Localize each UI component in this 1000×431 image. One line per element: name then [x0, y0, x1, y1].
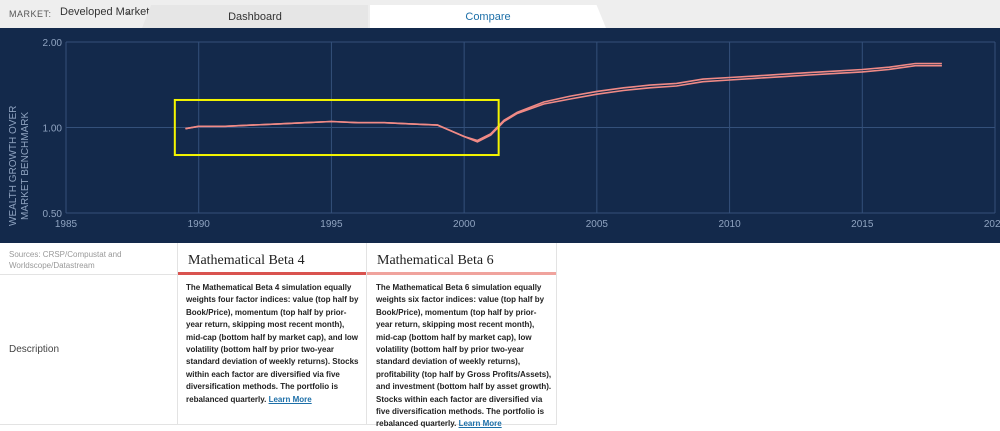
x-tick-label: 2020 — [984, 219, 1000, 230]
tab-dashboard[interactable]: Dashboard — [142, 5, 368, 28]
highlight-box — [173, 98, 500, 157]
description-text: The Mathematical Beta 6 simulation equal… — [376, 283, 552, 429]
y-tick-label: 0.50 — [43, 209, 63, 220]
x-tick-label: 2005 — [586, 219, 609, 230]
column-header-beta4: Mathematical Beta 4 — [178, 243, 366, 275]
row-label-description: Description — [9, 344, 60, 355]
column-divider — [177, 243, 178, 425]
series-line-1 — [185, 64, 942, 143]
description-text: The Mathematical Beta 4 simulation equal… — [186, 283, 359, 404]
row-divider — [0, 274, 178, 275]
sources-note: Sources: CRSP/Compustat and Worldscope/D… — [9, 250, 122, 270]
x-tick-label: 2015 — [851, 219, 874, 230]
y-axis-label: WEALTH GROWTH OVER MARKET BENCHMARK — [8, 105, 31, 226]
market-label: MARKET: — [9, 9, 52, 19]
x-tick-label: 2010 — [718, 219, 741, 230]
market-selector[interactable]: Developed Markets — [60, 6, 155, 18]
y-tick-label: 1.00 — [43, 124, 63, 135]
column-divider — [556, 243, 557, 425]
x-tick-label: 1995 — [320, 219, 343, 230]
description-beta6: The Mathematical Beta 6 simulation equal… — [376, 282, 552, 431]
learn-more-link[interactable]: Learn More — [268, 394, 312, 404]
y-tick-label: 2.00 — [43, 38, 63, 49]
description-beta4: The Mathematical Beta 4 simulation equal… — [186, 282, 362, 406]
x-tick-label: 2000 — [453, 219, 476, 230]
series-line-2 — [185, 62, 942, 142]
column-header-beta6: Mathematical Beta 6 — [367, 243, 556, 275]
learn-more-link[interactable]: Learn More — [458, 419, 502, 429]
chevron-down-icon[interactable]: ⌄ — [124, 6, 132, 16]
tab-compare[interactable]: Compare — [370, 5, 606, 28]
x-tick-label: 1990 — [188, 219, 211, 230]
column-divider — [366, 243, 367, 425]
x-tick-label: 1985 — [55, 219, 78, 230]
chart-panel: WEALTH GROWTH OVER MARKET BENCHMARK 2.00… — [0, 28, 1000, 243]
